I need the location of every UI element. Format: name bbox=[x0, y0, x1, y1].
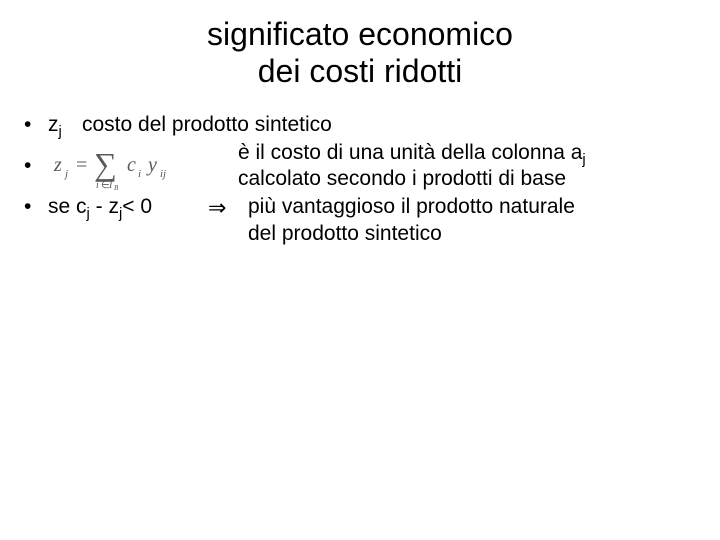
row3-cond-a: se c bbox=[48, 195, 87, 218]
formula-c: c bbox=[127, 154, 136, 176]
formula-sum: ∑ bbox=[94, 146, 117, 182]
formula-lhs-sub: j bbox=[63, 168, 68, 180]
formula-sum-sub-B: B bbox=[114, 184, 119, 190]
row2-line1: è il costo di una unità della colonna aj bbox=[238, 140, 700, 166]
row1-var-base: z bbox=[48, 113, 59, 136]
formula-sum-sub-i: i bbox=[96, 180, 99, 190]
bullet-body-1: zj costo del prodotto sintetico bbox=[48, 112, 700, 138]
bullet-marker: • bbox=[20, 112, 48, 138]
bullet-row-2: • z j = ∑ i ∈ I B c i y ij bbox=[20, 140, 700, 193]
row3-cond-b: - z bbox=[90, 195, 119, 218]
slide: significato economico dei costi ridotti … bbox=[0, 0, 720, 540]
bullet-marker: • bbox=[20, 153, 48, 179]
bullet-marker: • bbox=[20, 194, 48, 220]
formula-y: y bbox=[146, 154, 157, 176]
formula-eq: = bbox=[76, 154, 87, 176]
row3-line2: del prodotto sintetico bbox=[248, 221, 700, 247]
row2-line1-sub: j bbox=[582, 152, 585, 168]
formula-image: z j = ∑ i ∈ I B c i y ij bbox=[48, 142, 208, 190]
row1-text: costo del prodotto sintetico bbox=[82, 112, 332, 138]
slide-content: • zj costo del prodotto sintetico • z j … bbox=[20, 112, 700, 247]
row2-line1-a: è il costo di una unità della colonna a bbox=[238, 141, 582, 164]
row3-line1: più vantaggioso il prodotto naturale bbox=[248, 194, 700, 220]
title-line-2: dei costi ridotti bbox=[258, 53, 463, 89]
title-line-1: significato economico bbox=[207, 16, 513, 52]
row1-var-sub: j bbox=[59, 124, 62, 140]
row2-text: è il costo di una unità della colonna aj… bbox=[208, 140, 700, 193]
row1-var: zj bbox=[48, 112, 82, 138]
row3-text: più vantaggioso il prodotto naturale del… bbox=[248, 194, 700, 247]
formula-svg: z j = ∑ i ∈ I B c i y ij bbox=[50, 142, 190, 190]
row3-condition: se cj - zj< 0 bbox=[48, 194, 208, 220]
row2-line2: calcolato secondo i prodotti di base bbox=[238, 166, 700, 192]
implies-icon: ⇒ bbox=[208, 194, 248, 222]
formula-sum-sub-I: I bbox=[108, 180, 113, 190]
formula-c-sub: i bbox=[138, 168, 141, 180]
formula-lhs-var: z bbox=[53, 154, 62, 176]
row3-cond-c: < 0 bbox=[122, 195, 152, 218]
slide-title: significato economico dei costi ridotti bbox=[20, 16, 700, 90]
formula-y-sub: ij bbox=[160, 168, 166, 180]
bullet-row-1: • zj costo del prodotto sintetico bbox=[20, 112, 700, 138]
bullet-row-3: • se cj - zj< 0 ⇒ più vantaggioso il pro… bbox=[20, 194, 700, 247]
